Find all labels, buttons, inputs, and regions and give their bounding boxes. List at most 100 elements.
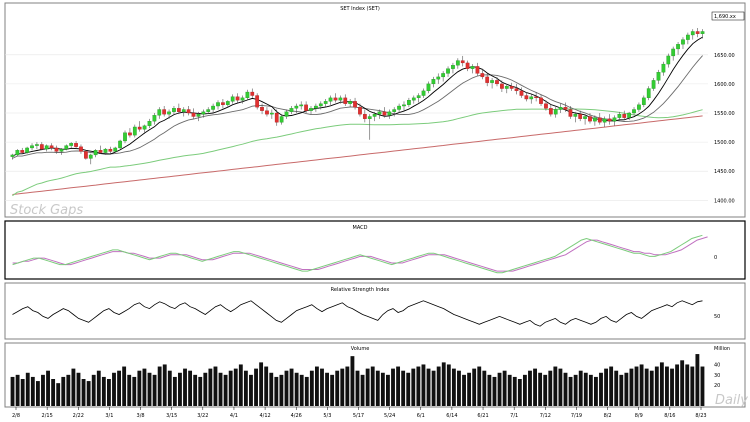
macd-panel: MACD 0 — [4, 220, 746, 280]
volume-ytick-label: 20 — [714, 383, 720, 389]
candle-body-down — [544, 103, 548, 109]
candle-body-down — [265, 110, 269, 115]
rsi-panel: Relative Strength Index 50 — [4, 282, 746, 340]
candle — [548, 104, 553, 117]
x-tick-label: 7/1 — [510, 413, 518, 419]
price-panel: SET Index (SET) Stock Gaps 1400.00 1450.0… — [4, 2, 746, 218]
candle-body-up — [573, 114, 578, 117]
candle — [274, 109, 279, 126]
candle-body-down — [485, 76, 490, 83]
volume-bar — [406, 372, 411, 406]
volume-bar — [659, 362, 664, 406]
candle-body-up — [113, 147, 118, 152]
candle-body-down — [524, 95, 529, 100]
candle — [113, 146, 118, 153]
candle — [382, 107, 387, 118]
candle-body-up — [666, 55, 671, 65]
candle-body-down — [514, 88, 519, 92]
volume-bar — [451, 368, 456, 406]
candle-body-down — [304, 104, 308, 111]
candle — [323, 99, 328, 108]
candle — [392, 107, 397, 117]
volume-bars — [10, 354, 705, 406]
price-ytick-label: 1450.00 — [714, 169, 735, 175]
candle — [343, 94, 348, 107]
candle — [309, 106, 313, 115]
x-tick-label: 4/1 — [230, 413, 238, 419]
candle-body-up — [25, 147, 29, 153]
candle-body-up — [103, 148, 108, 153]
price-panel-title: SET Index (SET) — [340, 6, 380, 12]
candle — [402, 101, 406, 111]
candle-body-up — [328, 97, 333, 102]
candle — [524, 92, 529, 102]
candle-body-up — [269, 112, 274, 115]
candle — [475, 62, 480, 76]
candle-body-up — [455, 60, 460, 66]
x-tick-label: 8/9 — [635, 413, 643, 419]
volume-bar — [86, 381, 91, 406]
volume-bar — [15, 374, 20, 406]
candle-body-down — [475, 66, 480, 74]
x-tick-label: 8/16 — [664, 413, 675, 419]
candle-body-up — [15, 150, 20, 156]
candle-body-up — [651, 80, 656, 89]
volume-bar — [188, 370, 193, 406]
candle-body-up — [172, 108, 176, 112]
x-tick-label: 8/23 — [695, 413, 706, 419]
candle-body-down — [186, 109, 191, 114]
candle — [588, 113, 592, 124]
candle — [460, 55, 465, 67]
candle — [265, 107, 269, 117]
volume-bar — [680, 360, 685, 406]
candle — [597, 113, 602, 125]
candle-body-up — [299, 104, 304, 107]
candle — [64, 144, 69, 151]
candle-body-down — [353, 101, 357, 108]
candle-body-up — [451, 65, 455, 69]
macd-lines — [12, 234, 708, 274]
candle-body-down — [548, 108, 553, 115]
candle-body-up — [470, 66, 475, 69]
candle-body-up — [436, 76, 441, 80]
candle-body-up — [35, 144, 39, 146]
x-tick-label: 7/12 — [540, 413, 551, 419]
candle-body-down — [509, 86, 514, 89]
candle — [49, 143, 54, 151]
candle-body-up — [402, 104, 406, 107]
candle-body-up — [407, 100, 411, 105]
candle — [539, 94, 543, 107]
volume-bar — [396, 366, 401, 406]
candle — [573, 111, 578, 123]
candle — [108, 146, 113, 154]
volume-bar — [35, 381, 40, 406]
candle-body-down — [191, 112, 196, 117]
volume-bar — [193, 374, 198, 406]
volume-bar — [588, 374, 593, 406]
volume-bar — [25, 372, 30, 406]
volume-bar — [56, 383, 61, 406]
candle — [35, 142, 39, 150]
volume-bar — [142, 368, 147, 406]
candle-body-up — [583, 116, 587, 119]
volume-bar — [431, 370, 436, 406]
candle — [147, 118, 152, 129]
volume-bar — [401, 370, 406, 406]
x-tick-label: 3/1 — [105, 413, 113, 419]
volume-bar — [274, 376, 279, 406]
candle — [44, 144, 49, 152]
price-ytick-label: 1400.00 — [714, 198, 735, 204]
x-tick-label: 2/8 — [12, 413, 20, 419]
candle — [362, 109, 367, 123]
rsi-series-line — [12, 300, 703, 327]
candle-body-down — [563, 107, 568, 110]
volume-bar — [563, 372, 568, 406]
candle-body-down — [39, 144, 44, 150]
rsi-panel-title: Relative Strength Index — [331, 287, 390, 293]
volume-bar — [66, 374, 71, 406]
candle-body-up — [289, 108, 294, 112]
ma-long-line — [12, 108, 703, 197]
candle-body-down — [98, 150, 103, 153]
candle — [59, 147, 64, 155]
volume-bar — [167, 370, 172, 406]
